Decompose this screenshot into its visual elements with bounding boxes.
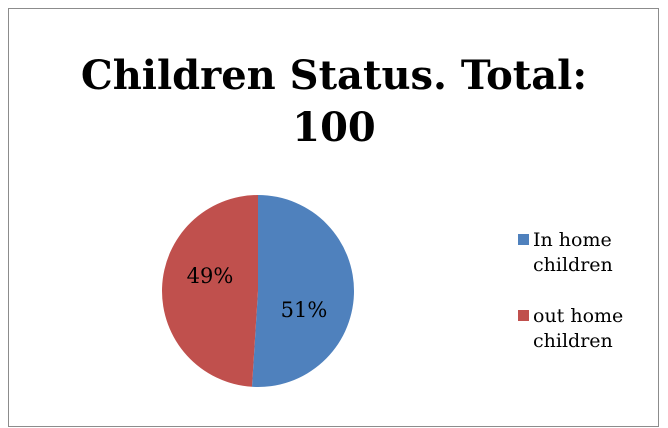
data-label-in-home: 51% (281, 298, 328, 322)
legend-swatch-out-home (518, 310, 529, 321)
chart-title: Children Status. Total: 100 (0, 50, 668, 154)
legend-label-out-home: out home children (533, 305, 624, 352)
legend: In home children out home children (518, 228, 623, 380)
pie-slice-in-home (251, 195, 355, 387)
chart-area (8, 8, 659, 427)
legend-item-out-home: out home children (518, 304, 623, 354)
legend-swatch-in-home (518, 234, 529, 245)
data-label-out-home: 49% (187, 264, 234, 288)
legend-item-in-home: In home children (518, 228, 623, 278)
pie-slice-out-home (162, 195, 258, 387)
chart-title-text: Children Status. Total: 100 (80, 52, 588, 151)
legend-label-in-home: In home children (533, 229, 613, 276)
